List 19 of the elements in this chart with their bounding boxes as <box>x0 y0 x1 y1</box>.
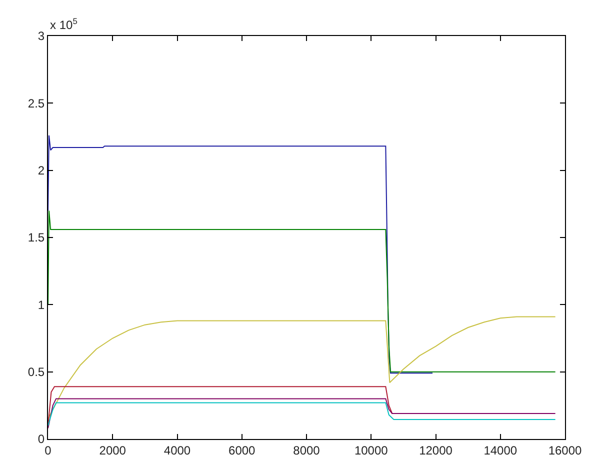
y-tick-label: 0.5 <box>28 365 45 380</box>
x-tick-label: 2000 <box>99 443 126 458</box>
line-series <box>48 134 434 374</box>
y-tick-label: 1 <box>38 298 45 312</box>
x-tick-label: 14000 <box>484 443 518 458</box>
y-tick-label: 0 <box>38 432 45 446</box>
x-tick-label: 4000 <box>164 443 191 458</box>
line-series <box>48 316 556 420</box>
x-tick-label: 10000 <box>354 443 388 458</box>
line-series <box>48 210 556 372</box>
x-tick-label: 16000 <box>548 443 582 458</box>
y-tick-label: 2.5 <box>28 96 45 110</box>
y-tick-label: 3 <box>38 29 45 44</box>
text: x 10$^{5}$ <box>50 16 78 32</box>
y-tick-label: 1.5 <box>28 230 45 245</box>
x-tick-label: 8000 <box>293 443 320 458</box>
y-tick-label: 2 <box>38 164 45 178</box>
x-tick-label: 6000 <box>228 443 256 458</box>
x-tick-label: 12000 <box>419 443 453 458</box>
